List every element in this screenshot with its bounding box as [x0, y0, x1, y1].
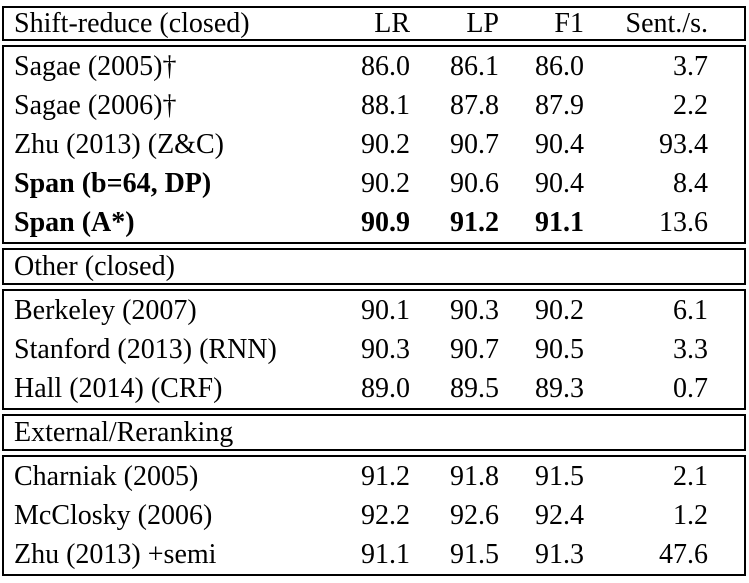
table-row: Charniak (2005) 91.2 91.8 91.5 2.1	[14, 457, 708, 496]
section-title-row: Other (closed)	[14, 250, 708, 283]
metric-value: 90.9	[361, 206, 410, 238]
table-row: Sagae (2006)† 88.1 87.8 87.9 2.2	[14, 86, 708, 125]
metric-value: 92.6	[450, 499, 499, 531]
row-label: McClosky (2006)	[14, 499, 213, 531]
column-header-row: Shift-reduce (closed) LR LP F1 Sent./s.	[14, 8, 708, 39]
table-row: Span (b=64, DP) 90.2 90.6 90.4 8.4	[14, 164, 708, 203]
table-row: Span (A*) 90.9 91.2 91.1 13.6	[14, 203, 708, 242]
metric-value: 86.1	[450, 50, 499, 82]
row-label: Sagae (2006)†	[14, 89, 177, 121]
row-label: Span (b=64, DP)	[14, 167, 212, 199]
row-label: Zhu (2013) +semi	[14, 538, 217, 570]
metric-value: 90.2	[361, 128, 410, 160]
metric-value: 90.1	[361, 294, 410, 326]
metric-value: 6.1	[673, 294, 708, 326]
metric-value: 91.2	[450, 206, 499, 238]
metric-value: 47.6	[659, 538, 708, 570]
metric-value: 91.5	[535, 460, 584, 492]
section-other-header-box: Other (closed)	[2, 248, 746, 285]
table-row: Zhu (2013) +semi 91.1 91.5 91.3 47.6	[14, 535, 708, 574]
metric-value: 91.3	[535, 538, 584, 570]
metric-value: 1.2	[673, 499, 708, 531]
row-label: Berkeley (2007)	[14, 294, 197, 326]
section-shift-reduce-rows: Sagae (2005)† 86.0 86.1 86.0 3.7 Sagae (2006)…	[2, 45, 746, 244]
metric-value: 89.0	[361, 372, 410, 404]
row-label: Zhu (2013) (Z&C)	[14, 128, 224, 160]
column-header-sent-per-s: Sent./s.	[625, 7, 708, 39]
parsing-results-table: Shift-reduce (closed) LR LP F1 Sent./s. …	[2, 6, 746, 576]
column-header-lp: LP	[466, 7, 499, 39]
section-external-header-box: External/Reranking	[2, 414, 746, 451]
metric-value: 91.1	[535, 206, 584, 238]
table-row: Hall (2014) (CRF) 89.0 89.5 89.3 0.7	[14, 369, 708, 408]
metric-value: 86.0	[535, 50, 584, 82]
metric-value: 91.5	[450, 538, 499, 570]
table-row: Sagae (2005)† 86.0 86.1 86.0 3.7	[14, 47, 708, 86]
metric-value: 3.7	[673, 50, 708, 82]
metric-value: 90.4	[535, 167, 584, 199]
metric-value: 0.7	[673, 372, 708, 404]
metric-value: 90.2	[535, 294, 584, 326]
metric-value: 92.4	[535, 499, 584, 531]
metric-value: 13.6	[659, 206, 708, 238]
metric-value: 90.4	[535, 128, 584, 160]
row-label: Sagae (2005)†	[14, 50, 177, 82]
metric-value: 90.6	[450, 167, 499, 199]
metric-value: 88.1	[361, 89, 410, 121]
metric-value: 90.3	[361, 333, 410, 365]
table-row: Zhu (2013) (Z&C) 90.2 90.7 90.4 93.4	[14, 125, 708, 164]
metric-value: 90.7	[450, 128, 499, 160]
metric-value: 87.9	[535, 89, 584, 121]
metric-value: 2.1	[673, 460, 708, 492]
metric-value: 3.3	[673, 333, 708, 365]
metric-value: 90.3	[450, 294, 499, 326]
metric-value: 90.2	[361, 167, 410, 199]
metric-value: 91.2	[361, 460, 410, 492]
table-row: Berkeley (2007) 90.1 90.3 90.2 6.1	[14, 291, 708, 330]
row-label: Hall (2014) (CRF)	[14, 372, 223, 404]
section-other-rows: Berkeley (2007) 90.1 90.3 90.2 6.1 Stanford (…	[2, 289, 746, 410]
column-header-section-label: Shift-reduce (closed)	[14, 7, 250, 39]
metric-value: 2.2	[673, 89, 708, 121]
metric-value: 90.7	[450, 333, 499, 365]
column-header-f1: F1	[554, 7, 584, 39]
metric-value: 92.2	[361, 499, 410, 531]
metric-value: 91.8	[450, 460, 499, 492]
metric-value: 90.5	[535, 333, 584, 365]
section-title-other: Other (closed)	[14, 250, 175, 282]
column-header-lr: LR	[374, 7, 410, 39]
column-header-box: Shift-reduce (closed) LR LP F1 Sent./s.	[2, 6, 746, 41]
row-label: Charniak (2005)	[14, 460, 199, 492]
section-title-row: External/Reranking	[14, 416, 708, 449]
row-label: Span (A*)	[14, 206, 135, 238]
section-title-external: External/Reranking	[14, 416, 234, 448]
metric-value: 8.4	[673, 167, 708, 199]
table-row: McClosky (2006) 92.2 92.6 92.4 1.2	[14, 496, 708, 535]
row-label: Stanford (2013) (RNN)	[14, 333, 277, 365]
metric-value: 89.5	[450, 372, 499, 404]
metric-value: 86.0	[361, 50, 410, 82]
metric-value: 93.4	[659, 128, 708, 160]
table-row: Stanford (2013) (RNN) 90.3 90.7 90.5 3.3	[14, 330, 708, 369]
section-external-rows: Charniak (2005) 91.2 91.8 91.5 2.1 McClosky (…	[2, 455, 746, 576]
metric-value: 87.8	[450, 89, 499, 121]
metric-value: 91.1	[361, 538, 410, 570]
metric-value: 89.3	[535, 372, 584, 404]
